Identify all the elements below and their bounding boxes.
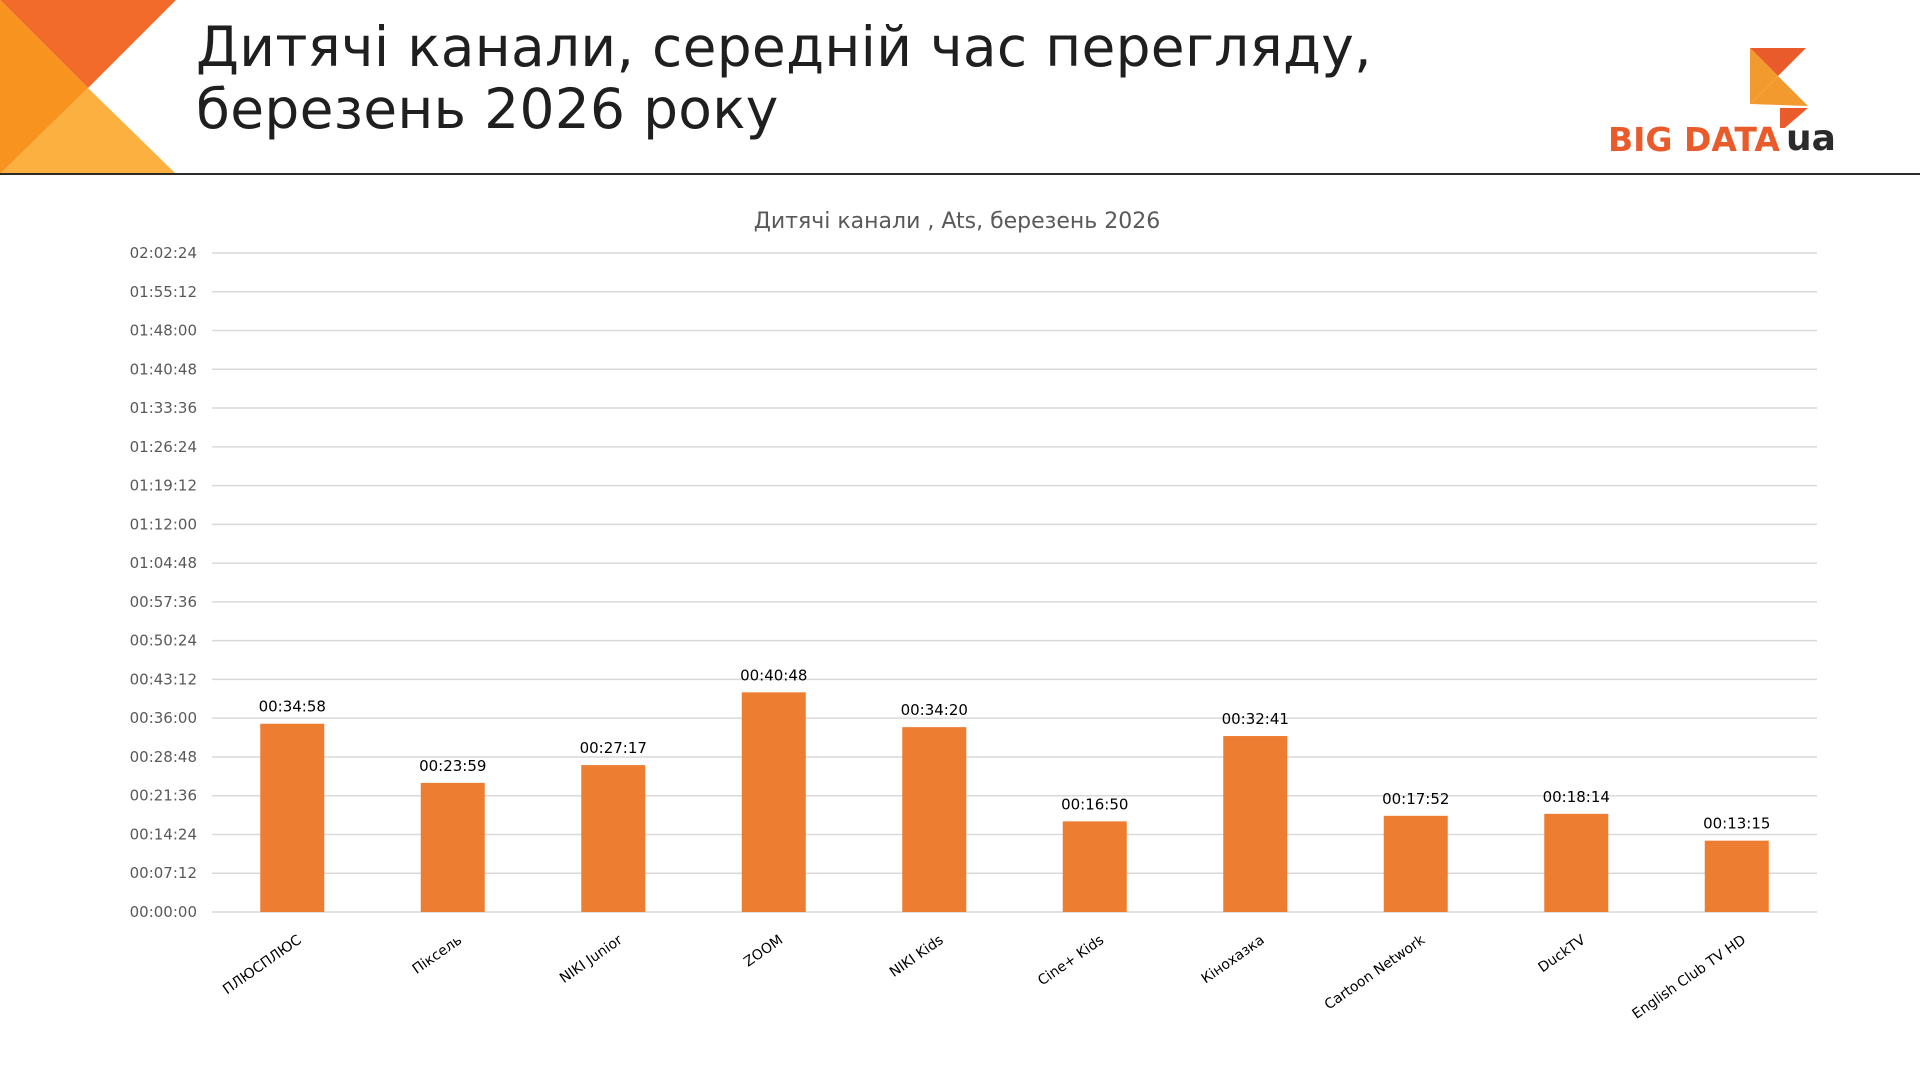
y-tick-label: 00:00:00 — [130, 903, 197, 921]
y-tick-label: 00:14:24 — [130, 825, 197, 843]
data-label: 00:23:59 — [419, 757, 486, 775]
y-tick-label: 01:04:48 — [130, 554, 197, 572]
bar — [420, 782, 485, 912]
bar — [1704, 840, 1769, 912]
x-category-label: ZOOM — [741, 932, 786, 970]
bar — [1383, 815, 1448, 912]
x-category-label: Cartoon Network — [1322, 932, 1429, 1014]
y-tick-label: 01:55:12 — [130, 283, 197, 301]
x-category-label: Піксель — [410, 932, 465, 977]
page-title: Дитячі канали, середній час перегляду, б… — [196, 16, 1372, 140]
data-label: 00:34:58 — [259, 698, 326, 716]
x-category-label: Кінохазка — [1199, 932, 1268, 987]
bar — [1062, 821, 1127, 912]
data-label: 00:16:50 — [1061, 795, 1128, 813]
y-tick-label: 00:07:12 — [130, 864, 197, 882]
data-labels: 00:34:58 00:23:59 00:27:17 00:40:48 00:34:20… — [259, 666, 1771, 832]
bars — [260, 692, 1769, 912]
x-category-label: DuckTV — [1535, 932, 1588, 976]
y-tick-label: 01:12:00 — [130, 515, 197, 533]
y-tick-label: 01:26:24 — [130, 438, 197, 456]
bar-chart: Дитячі канали , Ats, березень 2026 00:00… — [130, 209, 1817, 1023]
x-axis-labels: ПЛЮСПЛЮС Піксель NIKI Junior ZOOM NIKI Kids C… — [220, 932, 1749, 1023]
data-label: 00:13:15 — [1703, 815, 1770, 833]
bar — [1223, 736, 1288, 912]
data-label: 00:40:48 — [740, 666, 807, 684]
chart-title: Дитячі канали , Ats, березень 2026 — [754, 209, 1161, 234]
y-tick-label: 01:48:00 — [130, 322, 197, 340]
data-label: 00:34:20 — [901, 701, 968, 719]
y-axis-ticks: 00:00:00 00:07:12 00:14:24 00:21:36 00:28:48… — [130, 244, 197, 921]
y-tick-label: 00:28:48 — [130, 748, 197, 766]
data-label: 00:18:14 — [1543, 788, 1610, 806]
data-label: 00:27:17 — [580, 739, 647, 757]
y-tick-label: 00:50:24 — [130, 632, 197, 650]
logo-suffix: ua — [1786, 118, 1836, 159]
corner-decoration — [0, 0, 176, 174]
y-tick-label: 01:40:48 — [130, 360, 197, 378]
data-label: 00:17:52 — [1382, 790, 1449, 808]
y-tick-label: 01:19:12 — [130, 477, 197, 495]
logo-text: BIG DATA — [1608, 120, 1780, 159]
y-tick-label: 01:33:36 — [130, 399, 197, 417]
page-title-line2: березень 2026 року — [196, 77, 779, 141]
bar — [260, 723, 325, 912]
y-tick-label: 02:02:24 — [130, 244, 197, 262]
bar — [581, 765, 646, 912]
x-category-label: Cine+ Kids — [1035, 932, 1107, 989]
big-data-logo: BIG DATA ua — [1600, 44, 1840, 164]
y-tick-label: 00:21:36 — [130, 787, 197, 805]
bar — [902, 727, 967, 912]
data-label: 00:32:41 — [1222, 710, 1289, 728]
x-category-label: NIKI Junior — [557, 932, 626, 987]
logo-mark-icon — [1750, 48, 1808, 128]
x-category-label: English Club TV HD — [1629, 932, 1749, 1022]
bar — [1544, 813, 1609, 912]
y-tick-label: 00:57:36 — [130, 593, 197, 611]
bar — [741, 692, 806, 912]
header-divider — [0, 173, 1920, 175]
x-category-label: NIKI Kids — [887, 932, 947, 980]
x-category-label: ПЛЮСПЛЮС — [220, 932, 305, 998]
page-title-line1: Дитячі канали, середній час перегляду, — [196, 15, 1372, 79]
y-tick-label: 00:43:12 — [130, 670, 197, 688]
y-tick-label: 00:36:00 — [130, 709, 197, 727]
